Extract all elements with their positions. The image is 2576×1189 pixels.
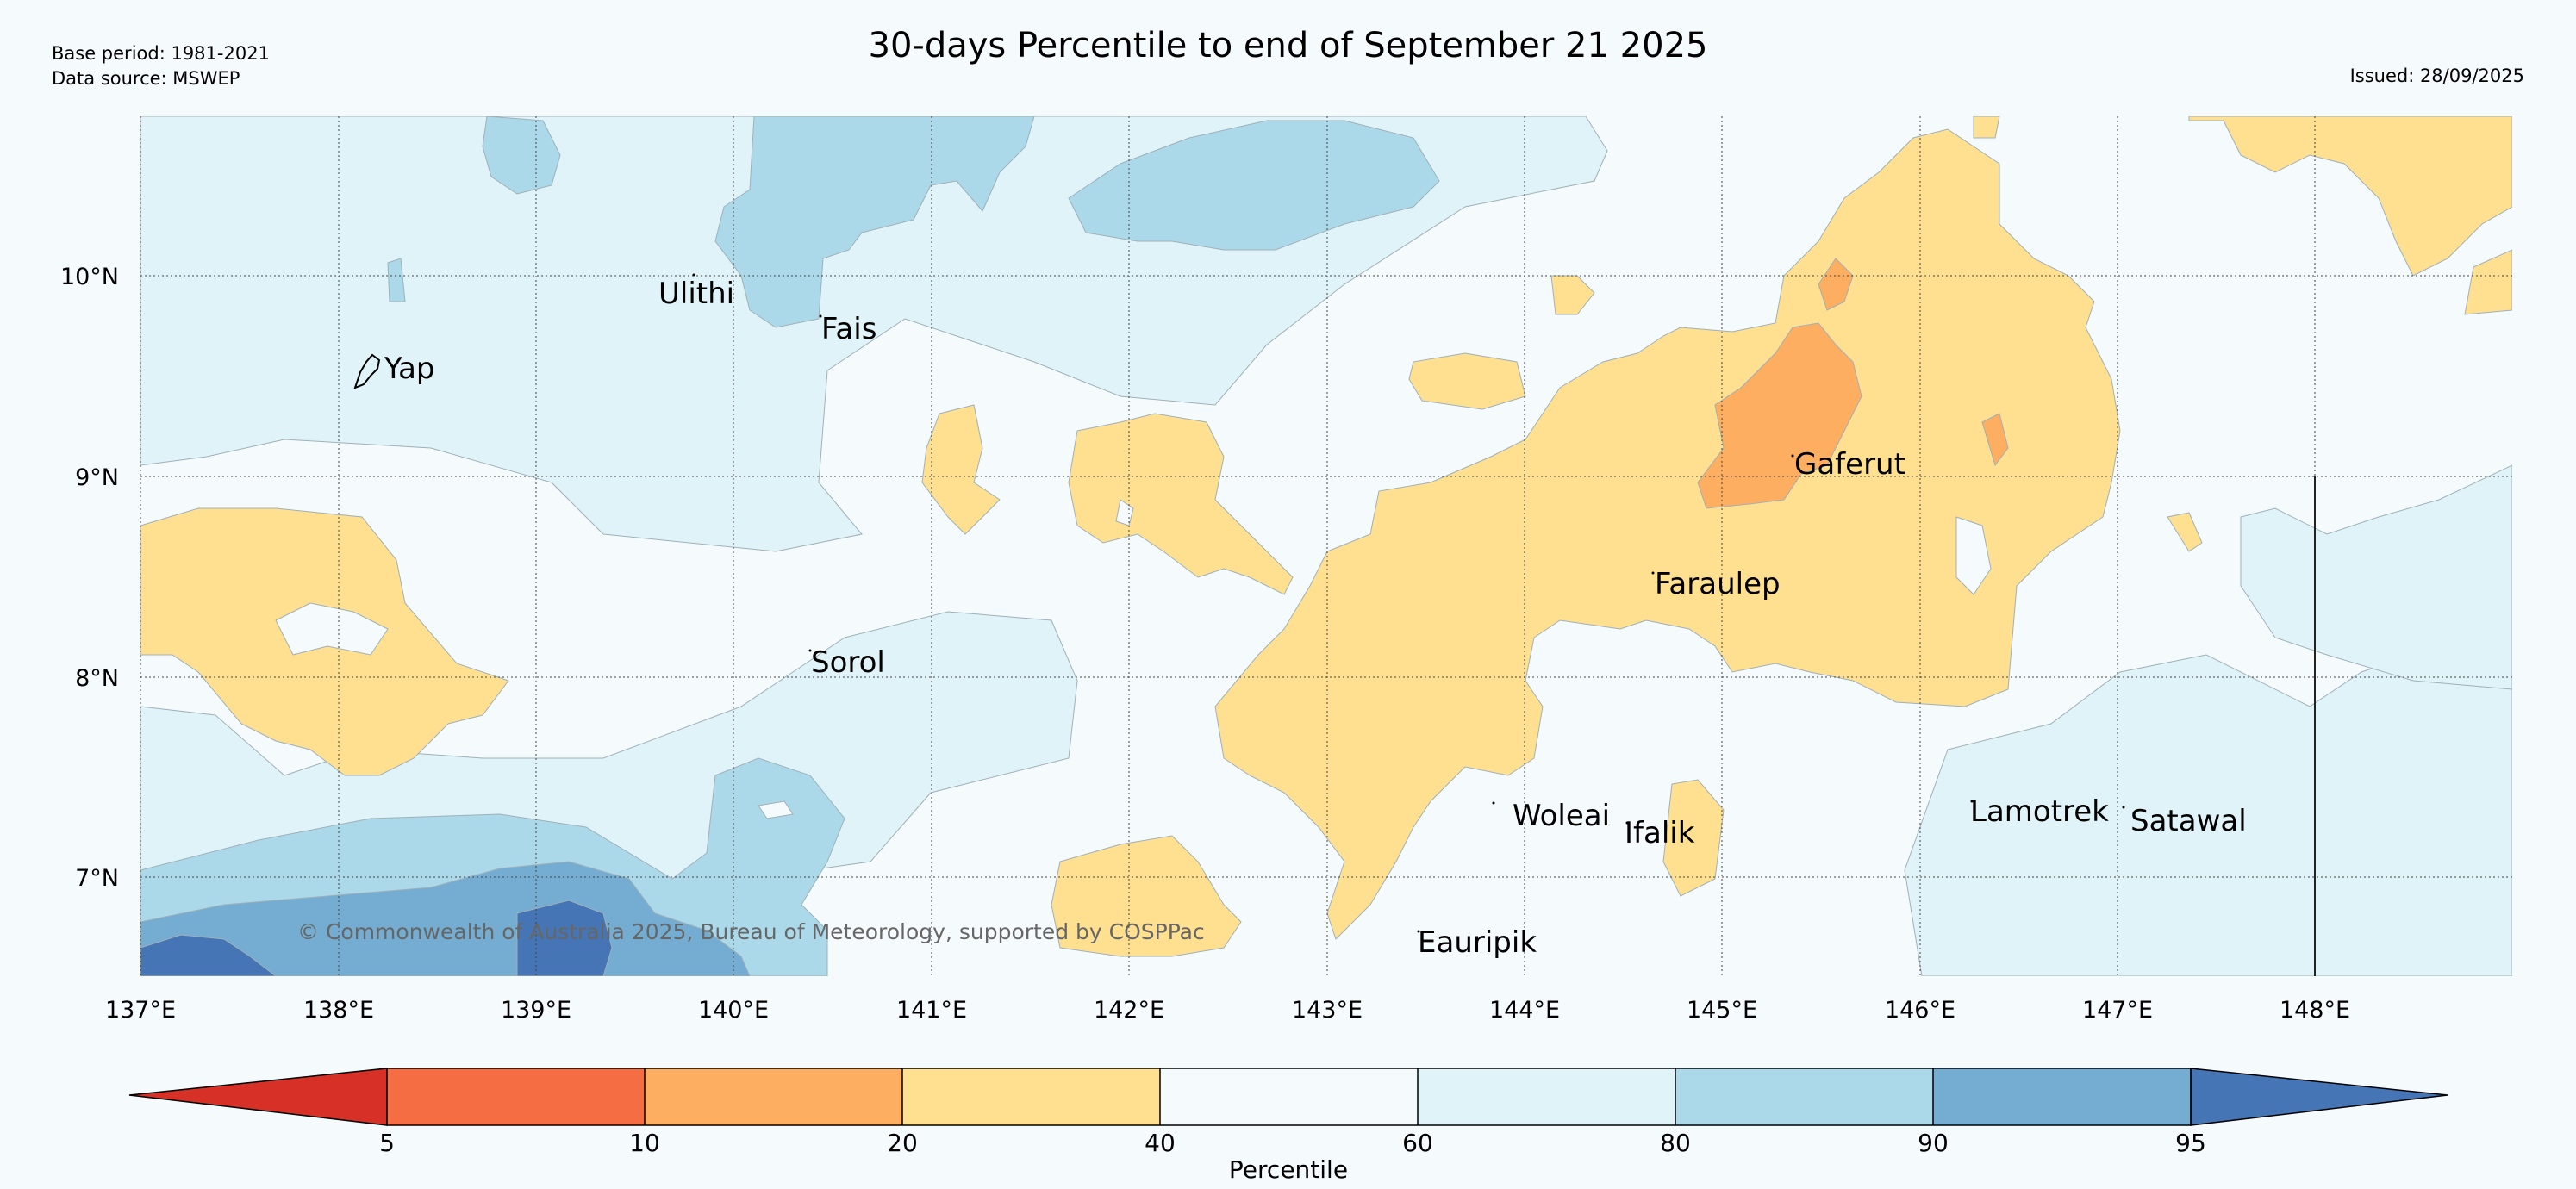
base-period: Base period: 1981-2021 bbox=[52, 43, 270, 64]
header-info: Base period: 1981-2021 Data source: MSWE… bbox=[52, 41, 270, 91]
colorbar-tick: 10 bbox=[629, 1129, 660, 1157]
colorbar-segment-10-20 bbox=[645, 1068, 902, 1125]
colorbar-segment-below-5 bbox=[128, 1068, 388, 1126]
colorbar-segment-90-95 bbox=[1933, 1068, 2191, 1125]
place-label-woleai: Woleai bbox=[1513, 799, 1610, 833]
lon-label: 143°E bbox=[1292, 997, 1363, 1024]
colorbar-tick: 60 bbox=[1402, 1129, 1433, 1157]
lat-label: 7°N bbox=[75, 865, 119, 892]
lon-label: 146°E bbox=[1885, 997, 1955, 1024]
place-label-yap: Yap bbox=[384, 352, 435, 386]
percentile-10-20-regions bbox=[1697, 258, 2009, 509]
lon-label: 142°E bbox=[1094, 997, 1164, 1024]
colorbar-segment-80-90 bbox=[1675, 1068, 1933, 1125]
place-label-gaferut: Gaferut bbox=[1794, 447, 1905, 482]
colorbar-segment-above-95 bbox=[2190, 1068, 2448, 1126]
lat-label: 10°N bbox=[60, 264, 119, 290]
lon-label: 141°E bbox=[896, 997, 967, 1024]
colorbar-segment-5-10 bbox=[387, 1068, 645, 1125]
lon-label: 145°E bbox=[1687, 997, 1757, 1024]
place-label-ifalik: Ifalik bbox=[1625, 816, 1695, 850]
lon-label: 138°E bbox=[303, 997, 374, 1024]
place-markers bbox=[692, 273, 2125, 933]
lon-label: 147°E bbox=[2082, 997, 2153, 1024]
page-title: 30-days Percentile to end of September 2… bbox=[868, 26, 1708, 65]
issued-date: Issued: 28/09/2025 bbox=[2349, 65, 2524, 86]
percentile-20-40-regions bbox=[140, 116, 2512, 957]
lon-label: 139°E bbox=[501, 997, 571, 1024]
colorbar-tick: 20 bbox=[887, 1129, 918, 1157]
colorbar-label: Percentile bbox=[1229, 1155, 1348, 1184]
place-label-ulithi: Ulithi bbox=[658, 277, 734, 311]
data-source: Data source: MSWEP bbox=[52, 68, 240, 89]
lon-label: 137°E bbox=[105, 997, 176, 1024]
colorbar-segment-40-60 bbox=[1160, 1068, 1418, 1125]
colorbar-tick: 90 bbox=[1918, 1129, 1949, 1157]
lat-label: 9°N bbox=[75, 464, 119, 491]
colorbar-tick: 5 bbox=[379, 1129, 395, 1157]
longitude-labels: 137°E 138°E 139°E 140°E 141°E 142°E 143°… bbox=[105, 997, 2350, 1024]
yap-island-shape bbox=[353, 353, 381, 389]
lat-label: 8°N bbox=[75, 665, 119, 692]
copyright-text: © Commonwealth of Australia 2025, Bureau… bbox=[297, 919, 1205, 944]
lon-label: 148°E bbox=[2280, 997, 2350, 1024]
colorbar-tick: 95 bbox=[2175, 1129, 2206, 1157]
map-gaps bbox=[275, 499, 1992, 819]
colorbar-segment-20-40 bbox=[902, 1068, 1160, 1125]
place-labels: Yap Ulithi Fais Sorol Gaferut Faraulep W… bbox=[384, 277, 2247, 960]
map-gridlines bbox=[140, 116, 2512, 976]
place-label-fais: Fais bbox=[821, 312, 876, 346]
colorbar-tick: 40 bbox=[1145, 1129, 1176, 1157]
place-label-eauripik: Eauripik bbox=[1418, 925, 1537, 960]
colorbar-tick: 80 bbox=[1660, 1129, 1691, 1157]
percentile-95-plus-regions bbox=[140, 900, 613, 976]
colorbar: 5 10 20 40 60 80 90 95 Percentile bbox=[128, 1068, 2448, 1184]
colorbar-segment-60-80 bbox=[1418, 1068, 1675, 1125]
place-label-faraulep: Faraulep bbox=[1655, 567, 1781, 601]
place-label-lamotrek: Lamotrek bbox=[1970, 794, 2109, 829]
lon-label: 140°E bbox=[698, 997, 769, 1024]
place-label-satawal: Satawal bbox=[2130, 804, 2247, 838]
place-label-sorol: Sorol bbox=[811, 645, 885, 680]
lon-label: 144°E bbox=[1489, 997, 1560, 1024]
latitude-labels: 10°N 9°N 8°N 7°N bbox=[60, 264, 119, 892]
